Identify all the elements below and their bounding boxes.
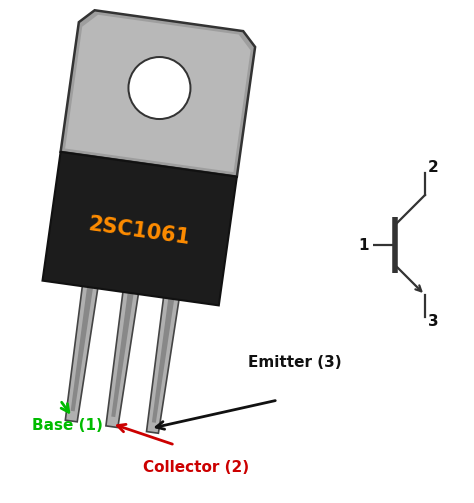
- Polygon shape: [43, 152, 237, 305]
- Polygon shape: [146, 283, 181, 433]
- Text: Collector (2): Collector (2): [143, 460, 249, 475]
- Polygon shape: [65, 271, 100, 422]
- Text: 2: 2: [428, 160, 439, 176]
- Text: 3: 3: [428, 314, 438, 329]
- Polygon shape: [61, 10, 255, 177]
- Text: 1: 1: [358, 237, 369, 253]
- Polygon shape: [71, 287, 93, 411]
- Polygon shape: [106, 277, 141, 428]
- Polygon shape: [65, 15, 251, 172]
- Text: 2SC1061: 2SC1061: [87, 215, 191, 248]
- Text: Emitter (3): Emitter (3): [248, 355, 342, 370]
- Circle shape: [128, 56, 191, 120]
- Polygon shape: [111, 293, 134, 417]
- Polygon shape: [152, 298, 174, 423]
- Text: Base (1): Base (1): [32, 418, 103, 433]
- Circle shape: [129, 58, 190, 118]
